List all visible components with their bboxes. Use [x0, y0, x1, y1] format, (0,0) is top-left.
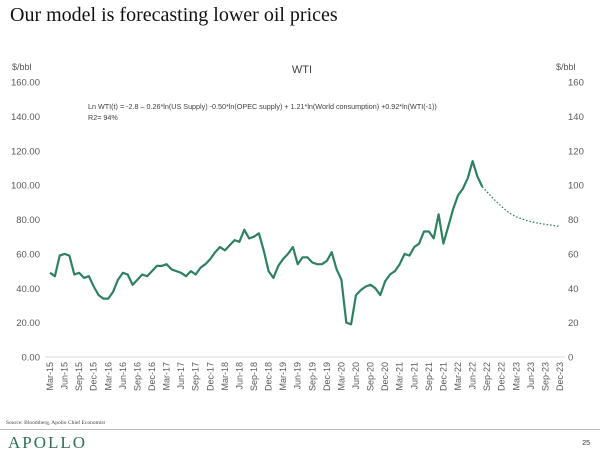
x-tick-label: Mar-23 [511, 362, 521, 391]
x-tick-label: Jun-16 [118, 362, 128, 390]
apollo-logo: APOLLO [8, 433, 88, 452]
y-tick-left: 60.00 [16, 249, 40, 260]
x-tick-label: Sep-16 [132, 362, 142, 391]
x-tick-label: Dec-23 [555, 362, 565, 391]
x-tick-label: Sep-15 [74, 362, 84, 391]
y-tick-right: 40 [568, 284, 579, 295]
x-tick-label: Dec-16 [147, 362, 157, 391]
x-tick-label: Jun-15 [60, 362, 70, 390]
y-tick-left: 80.00 [16, 215, 40, 226]
page-title: Our model is forecasting lower oil price… [10, 4, 338, 26]
x-tick-label: Jun-23 [526, 362, 536, 390]
x-tick-label: Mar-17 [162, 362, 172, 391]
x-tick-label: Jun-19 [293, 362, 303, 390]
y-axis-label-right: $/bbl [556, 62, 576, 72]
x-tick-label: Sep-20 [366, 362, 376, 391]
chart-title: WTI [292, 64, 312, 76]
x-tick-label: Sep-21 [424, 362, 434, 391]
x-tick-label: Sep-23 [540, 362, 550, 391]
y-tick-left: 40.00 [16, 284, 40, 295]
x-tick-label: Mar-15 [45, 362, 55, 391]
x-tick-label: Dec-19 [322, 362, 332, 391]
footer-divider [0, 429, 600, 430]
y-tick-right: 160 [568, 78, 584, 89]
y-tick-left: 140.00 [11, 112, 40, 123]
wti-actual-line [49, 160, 484, 326]
y-tick-left: 0.00 [22, 353, 41, 364]
x-tick-label: Dec-15 [89, 362, 99, 391]
x-tick-label: Jun-18 [234, 362, 244, 390]
x-tick-label: Dec-20 [380, 362, 390, 391]
x-tick-label: Sep-22 [482, 362, 492, 391]
y-tick-right: 80 [568, 215, 579, 226]
source-note: Source: Bloomberg, Apollo Chief Economis… [6, 420, 106, 426]
y-tick-right: 20 [568, 318, 579, 329]
x-tick-label: Mar-21 [395, 362, 405, 391]
y-tick-right: 100 [568, 181, 584, 192]
x-tick-label: Dec-22 [497, 362, 507, 391]
x-tick-label: Sep-19 [307, 362, 317, 391]
y-tick-right: 60 [568, 249, 579, 260]
x-tick-label: Mar-20 [336, 362, 346, 391]
x-tick-label: Sep-17 [191, 362, 201, 391]
r-squared: R2= 94% [88, 113, 118, 122]
x-tick-label: Dec-17 [205, 362, 215, 391]
x-tick-label: Mar-18 [220, 362, 230, 391]
wti-forecast-line [481, 186, 561, 228]
x-tick-label: Mar-16 [103, 362, 113, 391]
y-tick-left: 100.00 [11, 181, 40, 192]
y-tick-right: 0 [568, 353, 573, 364]
x-tick-label: Jun-22 [468, 362, 478, 390]
x-tick-label: Mar-22 [453, 362, 463, 391]
x-tick-label: Jun-20 [351, 362, 361, 390]
y-tick-left: 20.00 [16, 318, 40, 329]
x-tick-label: Dec-21 [438, 362, 448, 391]
y-tick-left: 120.00 [11, 146, 40, 157]
x-tick-label: Sep-18 [249, 362, 259, 391]
x-tick-label: Jun-17 [176, 362, 186, 390]
y-tick-right: 140 [568, 112, 584, 123]
x-tick-label: Dec-18 [264, 362, 274, 391]
y-tick-right: 120 [568, 146, 584, 157]
page-number: 25 [582, 440, 590, 447]
y-axis-label-left: $/bbl [12, 62, 32, 72]
x-tick-label: Jun-21 [409, 362, 419, 390]
y-tick-left: 160.00 [11, 78, 40, 89]
model-equation: Ln WTI(t) = -2.8 – 0.26*ln(US Supply) -0… [88, 102, 437, 111]
x-tick-label: Mar-19 [278, 362, 288, 391]
